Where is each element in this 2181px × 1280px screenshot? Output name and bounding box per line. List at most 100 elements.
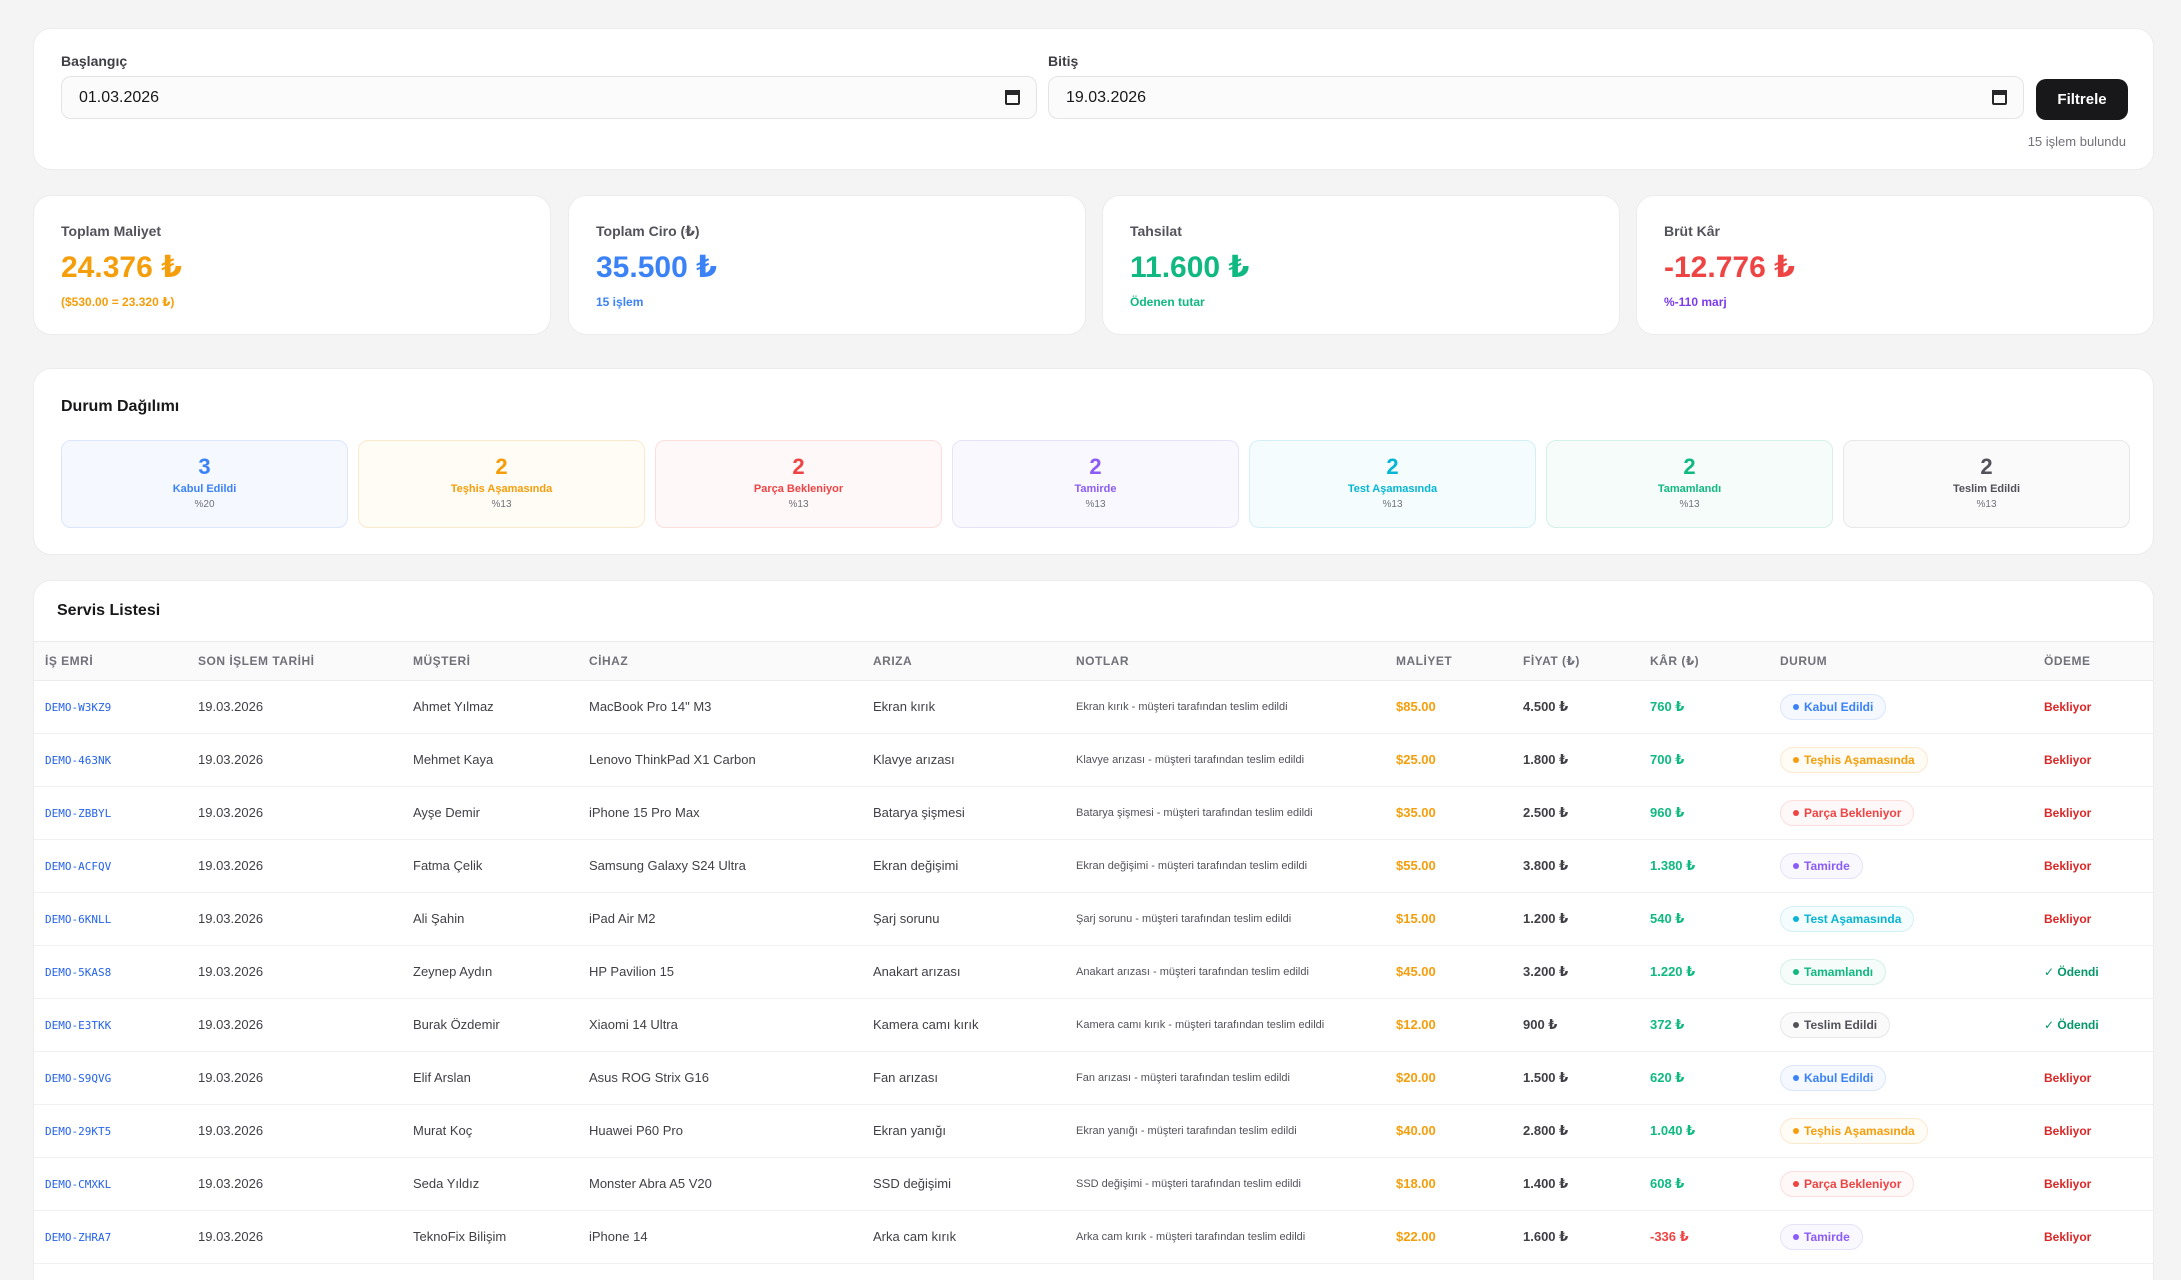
column-header[interactable]: FİYAT (₺) bbox=[1523, 654, 1580, 668]
column-header[interactable]: NOTLAR bbox=[1076, 654, 1129, 668]
status-badge-label: Tamirde bbox=[1804, 859, 1850, 873]
status-count-box[interactable]: 2 Parça Bekleniyor %13 bbox=[655, 440, 942, 528]
start-date-input[interactable]: 01.03.2026 bbox=[61, 76, 1037, 119]
price-value: 1.200 ₺ bbox=[1523, 911, 1569, 926]
status-label: Teslim Edildi bbox=[1952, 483, 2021, 495]
column-header[interactable]: CİHAZ bbox=[589, 654, 629, 668]
status-badge[interactable]: Teşhis Aşamasında bbox=[1780, 747, 1928, 773]
status-count: 2 bbox=[495, 454, 508, 479]
payment-status: Bekliyor bbox=[2044, 912, 2092, 926]
issue-text: Ekran yanığı bbox=[873, 1123, 946, 1138]
issue-text: Arka cam kırık bbox=[873, 1229, 957, 1244]
status-badge[interactable]: Teslim Edildi bbox=[1780, 1012, 1891, 1038]
last-action-date: 19.03.2026 bbox=[198, 1176, 264, 1191]
status-dot-icon bbox=[1793, 1127, 1799, 1134]
note-text: Arka cam kırık - müşteri tarafından tesl… bbox=[1076, 1231, 1306, 1243]
payment-status: ✓ Ödendi bbox=[2044, 965, 2099, 979]
status-badge[interactable]: Test Aşamasında bbox=[1780, 906, 1915, 932]
end-date-label: Bitiş bbox=[1048, 53, 1079, 69]
column-header[interactable]: DURUM bbox=[1780, 654, 1828, 668]
status-badge[interactable]: Kabul Edildi bbox=[1780, 1065, 1887, 1091]
status-badge[interactable]: Tamirde bbox=[1780, 853, 1863, 879]
work-order-id[interactable]: DEMO-463NK bbox=[45, 754, 112, 767]
calendar-icon[interactable] bbox=[1005, 90, 1020, 105]
customer-name: TeknoFix Bilişim bbox=[413, 1229, 507, 1244]
column-header[interactable]: SON İŞLEM TARİHİ bbox=[198, 654, 315, 668]
last-action-date: 19.03.2026 bbox=[198, 699, 264, 714]
payment-status: Bekliyor bbox=[2044, 753, 2092, 767]
status-badge[interactable]: Parça Bekleniyor bbox=[1780, 800, 1915, 826]
customer-name: Burak Özdemir bbox=[413, 1017, 500, 1032]
status-label: Teşhis Aşamasında bbox=[450, 483, 553, 495]
status-label: Parça Bekleniyor bbox=[753, 483, 844, 495]
column-header[interactable]: ARIZA bbox=[873, 654, 913, 668]
filter-button[interactable]: Filtrele bbox=[2036, 79, 2128, 120]
last-action-date: 19.03.2026 bbox=[198, 964, 264, 979]
work-order-id[interactable]: DEMO-5KAS8 bbox=[45, 966, 112, 979]
end-date-input[interactable]: 19.03.2026 bbox=[1048, 76, 2024, 119]
status-count-box[interactable]: 2 Teşhis Aşamasında %13 bbox=[358, 440, 645, 528]
table-row[interactable]: DEMO-S9QVG 19.03.2026 Elif Arslan Asus ROG … bbox=[34, 1052, 2153, 1105]
work-order-id[interactable]: DEMO-29KT5 bbox=[45, 1125, 112, 1138]
cost-value: $55.00 bbox=[1396, 858, 1436, 873]
status-dot-icon bbox=[1793, 756, 1799, 763]
status-count-box[interactable]: 2 Tamamlandı %13 bbox=[1546, 440, 1833, 528]
table-row[interactable]: DEMO-6KNLL 19.03.2026 Ali Şahin iPad Air M2… bbox=[34, 893, 2153, 946]
status-count-box[interactable]: 2 Teslim Edildi %13 bbox=[1843, 440, 2130, 528]
price-value: 1.500 ₺ bbox=[1523, 1070, 1569, 1085]
status-badge-label: Test Aşamasında bbox=[1804, 912, 1902, 926]
profit-value: 620 ₺ bbox=[1650, 1070, 1685, 1085]
status-count-box[interactable]: 2 Test Aşamasında %13 bbox=[1249, 440, 1536, 528]
table-row[interactable] bbox=[34, 1264, 2153, 1280]
profit-value: -336 ₺ bbox=[1650, 1229, 1689, 1244]
issue-text: Ekran kırık bbox=[873, 699, 936, 714]
table-row[interactable]: DEMO-463NK 19.03.2026 Mehmet Kaya Lenovo Th… bbox=[34, 734, 2153, 787]
device-name: iPhone 14 bbox=[589, 1229, 648, 1244]
work-order-id[interactable]: DEMO-ZHRA7 bbox=[45, 1231, 112, 1244]
price-value: 1.600 ₺ bbox=[1523, 1229, 1569, 1244]
column-header[interactable]: İŞ EMRİ bbox=[45, 654, 94, 668]
table-row[interactable]: DEMO-E3TKK 19.03.2026 Burak Özdemir Xiaomi … bbox=[34, 999, 2153, 1052]
status-badge[interactable]: Tamamlandı bbox=[1780, 959, 1887, 985]
status-percent: %13 bbox=[1679, 499, 1700, 510]
payment-status: Bekliyor bbox=[2044, 1177, 2092, 1191]
column-header[interactable]: KÂR (₺) bbox=[1650, 654, 1700, 668]
column-header[interactable]: MÜŞTERİ bbox=[413, 654, 471, 668]
work-order-id[interactable]: DEMO-W3KZ9 bbox=[45, 701, 112, 714]
status-badge[interactable]: Parça Bekleniyor bbox=[1780, 1171, 1915, 1197]
stat-card-total-revenue: Toplam Ciro (₺) 35.500 ₺ 15 işlem bbox=[568, 195, 1086, 335]
status-badge[interactable]: Tamirde bbox=[1780, 1224, 1863, 1250]
work-order-id[interactable]: DEMO-6KNLL bbox=[45, 913, 112, 926]
customer-name: Zeynep Aydın bbox=[413, 964, 493, 979]
payment-status: Bekliyor bbox=[2044, 700, 2092, 714]
work-order-id[interactable]: DEMO-ZBBYL bbox=[45, 807, 112, 820]
work-order-id[interactable]: DEMO-CMXKL bbox=[45, 1178, 112, 1191]
work-order-id[interactable]: DEMO-ACFQV bbox=[45, 860, 112, 873]
status-badge[interactable]: Kabul Edildi bbox=[1780, 694, 1887, 720]
table-row[interactable]: DEMO-5KAS8 19.03.2026 Zeynep Aydın HP Pavil… bbox=[34, 946, 2153, 999]
column-header[interactable]: MALİYET bbox=[1396, 654, 1453, 668]
status-badge[interactable]: Teşhis Aşamasında bbox=[1780, 1118, 1928, 1144]
table-row[interactable]: DEMO-CMXKL 19.03.2026 Seda Yıldız Monster A… bbox=[34, 1158, 2153, 1211]
start-date-value: 01.03.2026 bbox=[79, 89, 160, 106]
table-row[interactable]: DEMO-ZBBYL 19.03.2026 Ayşe Demir iPhone 15 … bbox=[34, 787, 2153, 840]
status-count-box[interactable]: 3 Kabul Edildi %20 bbox=[61, 440, 348, 528]
work-order-id[interactable]: DEMO-S9QVG bbox=[45, 1072, 112, 1085]
issue-text: Klavye arızası bbox=[873, 752, 955, 767]
table-row[interactable]: DEMO-29KT5 19.03.2026 Murat Koç Huawei P60 … bbox=[34, 1105, 2153, 1158]
device-name: MacBook Pro 14" M3 bbox=[589, 699, 712, 714]
table-header: İŞ EMRİ SON İŞLEM TARİHİ MÜŞTERİ CİHAZ ARIZA… bbox=[34, 641, 2153, 681]
profit-value: 1.380 ₺ bbox=[1650, 858, 1696, 873]
last-action-date: 19.03.2026 bbox=[198, 858, 264, 873]
status-count-box[interactable]: 2 Tamirde %13 bbox=[952, 440, 1239, 528]
stat-subtext: %-110 marj bbox=[1664, 295, 1727, 309]
status-badge-label: Tamamlandı bbox=[1804, 965, 1874, 979]
table-row[interactable]: DEMO-W3KZ9 19.03.2026 Ahmet Yılmaz MacBook … bbox=[34, 681, 2153, 734]
status-dot-icon bbox=[1793, 1074, 1799, 1081]
table-row[interactable]: DEMO-ACFQV 19.03.2026 Fatma Çelik Samsung G… bbox=[34, 840, 2153, 893]
table-row[interactable]: DEMO-ZHRA7 19.03.2026 TeknoFix Bilişim iPho… bbox=[34, 1211, 2153, 1264]
profit-value: 1.220 ₺ bbox=[1650, 964, 1696, 979]
column-header[interactable]: ÖDEME bbox=[2044, 654, 2091, 668]
calendar-icon[interactable] bbox=[1992, 90, 2007, 105]
work-order-id[interactable]: DEMO-E3TKK bbox=[45, 1019, 112, 1032]
